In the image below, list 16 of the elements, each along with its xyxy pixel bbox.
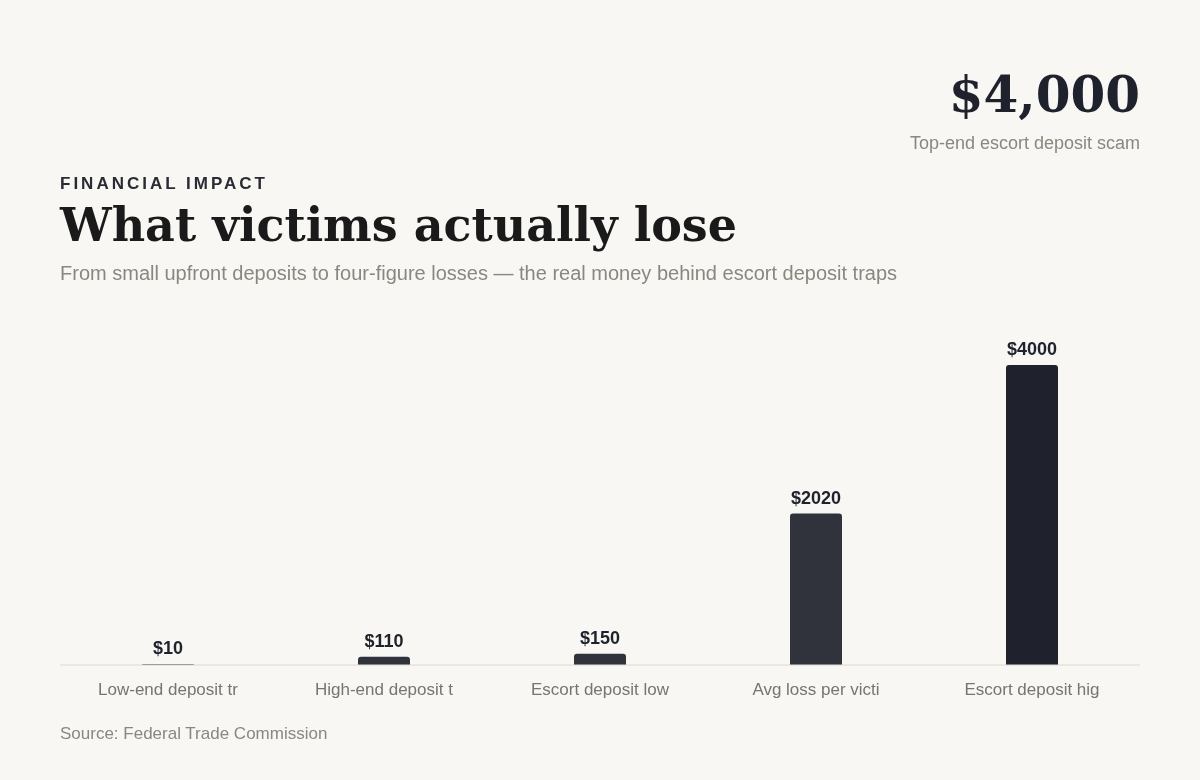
text: Top-end escort deposit scam xyxy=(909,133,1140,154)
x-tick-label: Avg loss per victi xyxy=(752,680,880,700)
data-label: $150 xyxy=(579,627,621,648)
data-label: $10 xyxy=(152,638,184,659)
x-tick-label: Escort deposit low xyxy=(531,680,670,700)
chart-title: What victims actually lose xyxy=(60,198,738,252)
data-label: $110 xyxy=(364,630,404,651)
source-note: Source: Federal Trade Commission xyxy=(60,724,328,744)
data-label: $4000 xyxy=(1006,339,1058,359)
x-tick-label: Escort deposit hig xyxy=(964,680,1100,700)
x-tick-label: Low-end deposit tr xyxy=(98,680,239,700)
x-tick-label: High-end deposit t xyxy=(315,680,454,700)
chart-subtitle: From small upfront deposits to four-figure losses — the real money behind escort deposit traps xyxy=(60,262,898,285)
text: FINANCIAL IMPACT xyxy=(60,174,268,194)
text: $4,000 xyxy=(948,65,1140,124)
data-label: $2020 xyxy=(790,487,842,508)
